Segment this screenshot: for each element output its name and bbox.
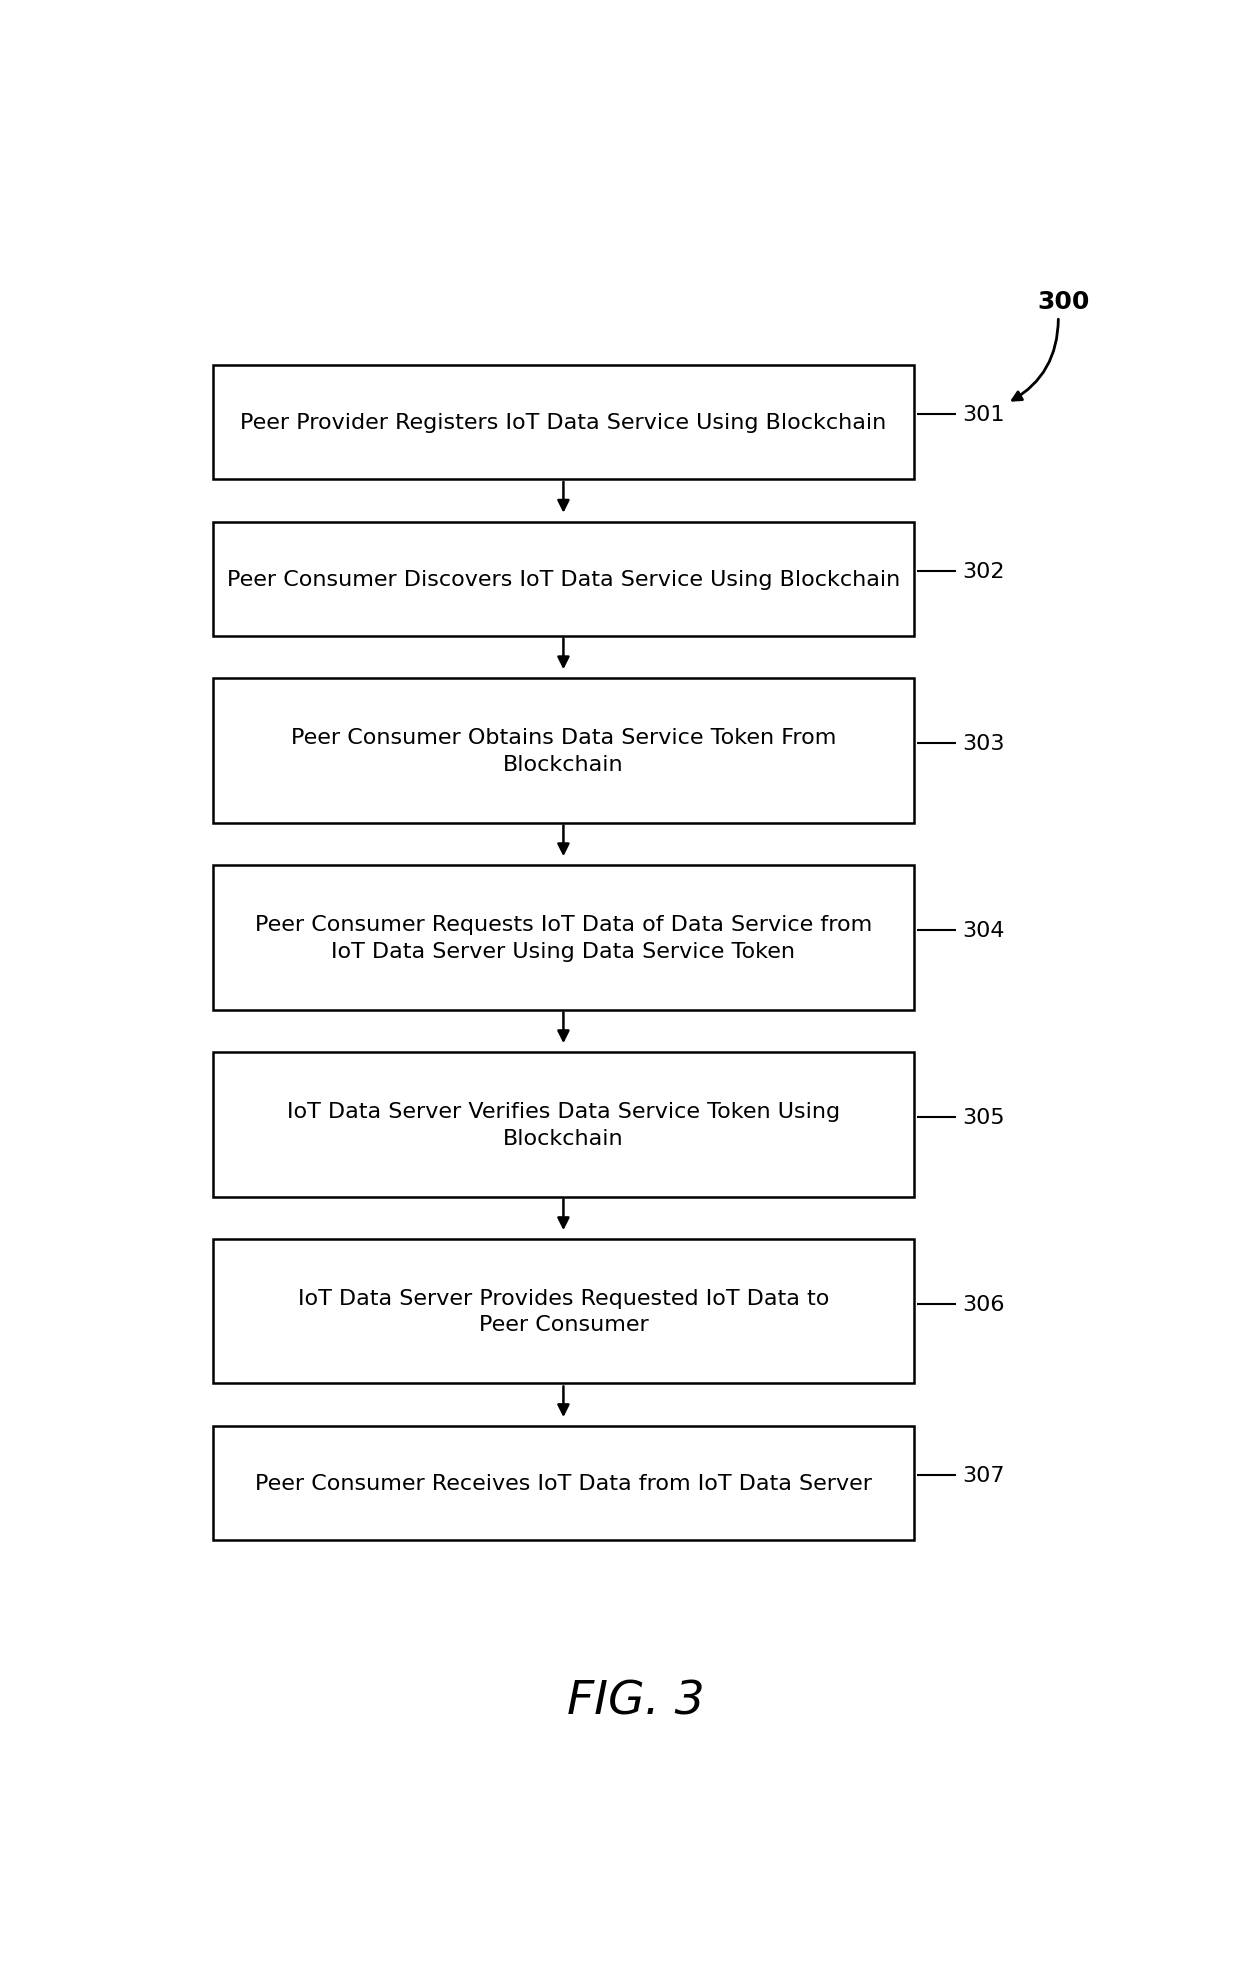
Text: FIG. 3: FIG. 3 [567,1679,704,1724]
Text: Peer Consumer Receives IoT Data from IoT Data Server: Peer Consumer Receives IoT Data from IoT… [255,1474,872,1494]
Text: 303: 303 [962,734,1004,754]
Text: 307: 307 [962,1466,1004,1486]
Text: 305: 305 [962,1107,1004,1127]
Text: Peer Consumer Discovers IoT Data Service Using Blockchain: Peer Consumer Discovers IoT Data Service… [227,570,900,590]
Text: Peer Consumer Obtains Data Service Token From
Blockchain: Peer Consumer Obtains Data Service Token… [290,728,836,773]
Bar [213,1426,914,1541]
Bar [213,1052,914,1198]
Text: 306: 306 [962,1294,1004,1314]
Text: Peer Provider Registers IoT Data Service Using Blockchain: Peer Provider Registers IoT Data Service… [241,412,887,432]
Bar [213,866,914,1010]
Text: Peer Consumer Requests IoT Data of Data Service from
IoT Data Server Using Data : Peer Consumer Requests IoT Data of Data … [254,915,872,961]
Bar [213,679,914,823]
Text: 304: 304 [962,919,1004,941]
Bar [213,365,914,479]
Bar [213,523,914,637]
Text: 301: 301 [962,404,1004,426]
Text: IoT Data Server Provides Requested IoT Data to
Peer Consumer: IoT Data Server Provides Requested IoT D… [298,1288,830,1336]
Text: 302: 302 [962,562,1004,582]
Text: 300: 300 [1037,290,1089,314]
Text: IoT Data Server Verifies Data Service Token Using
Blockchain: IoT Data Server Verifies Data Service To… [286,1101,839,1148]
Bar [213,1239,914,1383]
